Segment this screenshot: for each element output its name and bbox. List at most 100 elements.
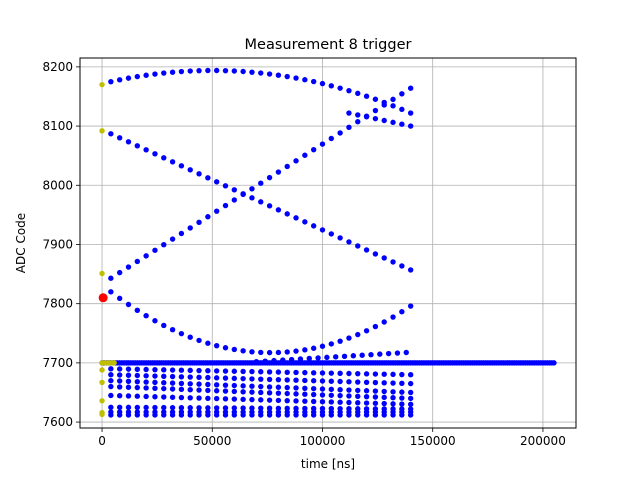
data-point xyxy=(213,208,220,214)
data-point xyxy=(390,401,396,407)
y-axis-label: ADC Code xyxy=(14,213,28,273)
data-point xyxy=(125,366,132,372)
data-point xyxy=(196,395,202,401)
data-point xyxy=(152,379,158,386)
data-point xyxy=(231,412,238,418)
data-point xyxy=(372,96,379,102)
pretrigger-point xyxy=(99,270,105,277)
data-point xyxy=(337,392,343,399)
data-point xyxy=(240,348,246,354)
data-point xyxy=(169,404,176,411)
data-point xyxy=(222,388,229,394)
data-point xyxy=(222,382,229,388)
data-point xyxy=(337,370,343,377)
data-point xyxy=(275,207,282,213)
data-point xyxy=(152,385,158,392)
data-point xyxy=(390,314,396,320)
data-point xyxy=(134,73,141,80)
data-point xyxy=(346,399,352,406)
data-point xyxy=(258,376,264,382)
data-point xyxy=(363,93,370,99)
data-point xyxy=(355,412,361,418)
data-point xyxy=(399,91,405,97)
data-point xyxy=(381,102,387,108)
plot-frame xyxy=(79,57,577,429)
data-point xyxy=(399,380,405,387)
data-point xyxy=(196,374,202,381)
data-point xyxy=(302,412,308,418)
data-point xyxy=(346,87,352,94)
data-point xyxy=(178,163,185,169)
x-tick-label: 150000 xyxy=(410,434,456,448)
x-tick-label: 200000 xyxy=(520,434,566,448)
data-point xyxy=(310,391,317,398)
data-point xyxy=(187,68,193,74)
data-point xyxy=(266,405,273,411)
data-point xyxy=(372,412,379,418)
data-point xyxy=(319,227,326,233)
data-point xyxy=(187,405,193,411)
data-point xyxy=(108,392,114,399)
data-point xyxy=(231,388,238,395)
data-point xyxy=(178,367,185,373)
data-point xyxy=(161,385,167,392)
data-point xyxy=(284,405,290,412)
data-point xyxy=(328,378,335,384)
data-point xyxy=(169,373,176,380)
data-point xyxy=(293,385,299,391)
data-point xyxy=(231,405,238,411)
data-point xyxy=(355,379,361,385)
data-point xyxy=(187,367,193,374)
data-point xyxy=(346,335,352,341)
data-point xyxy=(231,68,238,74)
data-point xyxy=(213,382,220,388)
data-point xyxy=(143,393,149,400)
data-point xyxy=(381,319,387,325)
data-point xyxy=(275,405,282,411)
data-point xyxy=(125,75,132,81)
data-point xyxy=(381,394,387,401)
data-point xyxy=(381,371,387,377)
data-point xyxy=(249,368,255,375)
data-point xyxy=(346,393,352,399)
data-point xyxy=(222,375,229,381)
data-point xyxy=(293,391,299,397)
data-point xyxy=(346,124,352,131)
data-point xyxy=(134,258,141,265)
data-point xyxy=(266,174,273,181)
data-point xyxy=(161,394,167,400)
data-point xyxy=(302,347,308,353)
data-point xyxy=(372,371,379,377)
data-point xyxy=(302,219,308,225)
data-point xyxy=(337,235,343,241)
data-point xyxy=(385,350,392,357)
data-point xyxy=(240,375,246,382)
x-tick-label: 100000 xyxy=(300,434,346,448)
data-point xyxy=(169,394,176,400)
data-point xyxy=(319,370,326,376)
data-point xyxy=(328,370,335,376)
data-point xyxy=(302,377,308,384)
data-point xyxy=(266,390,273,396)
data-point xyxy=(178,374,185,380)
pretrigger-point xyxy=(99,411,105,418)
data-point xyxy=(328,231,335,237)
data-point xyxy=(363,379,370,385)
pretrigger-point xyxy=(99,367,105,373)
data-point xyxy=(116,366,123,372)
data-point xyxy=(240,396,246,403)
data-point xyxy=(108,412,114,418)
pretrigger-point xyxy=(99,128,105,134)
data-point xyxy=(399,106,405,113)
data-point xyxy=(337,378,343,385)
data-point xyxy=(355,243,361,249)
data-point xyxy=(205,395,211,402)
data-point xyxy=(258,397,264,403)
data-point xyxy=(372,379,379,386)
data-point xyxy=(143,379,149,385)
data-point xyxy=(152,404,158,411)
data-point xyxy=(363,371,370,377)
data-point xyxy=(161,70,167,76)
